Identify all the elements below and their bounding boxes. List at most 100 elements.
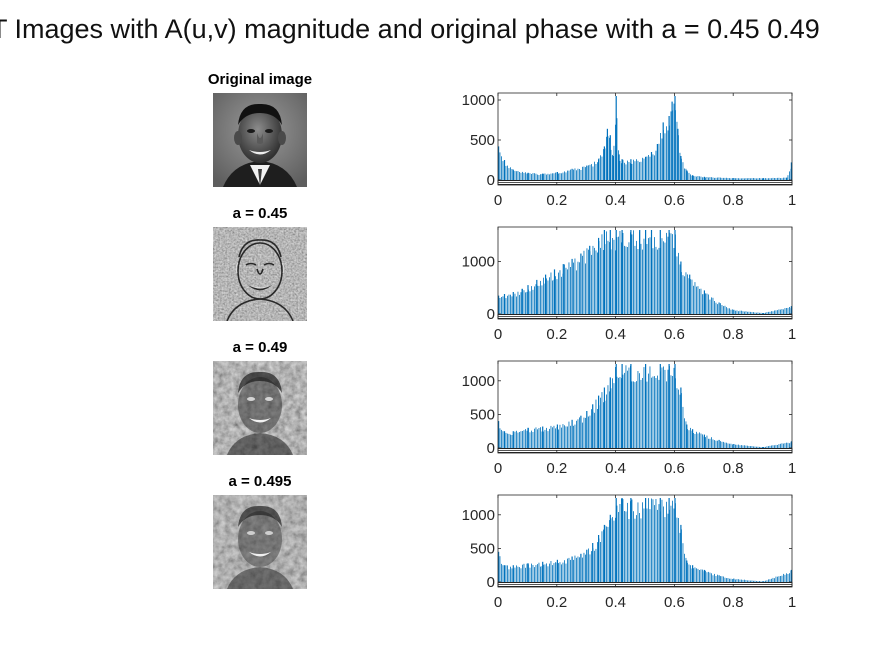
histogram-bar	[612, 156, 614, 180]
y-tick-label: 0	[487, 440, 495, 457]
histogram-bar-fill	[498, 230, 792, 314]
x-tick-label: 0.8	[723, 192, 744, 209]
x-tick-label: 0	[494, 192, 502, 209]
x-tick-label: 0.8	[723, 460, 744, 477]
y-tick-label: 500	[470, 406, 495, 423]
histogram-bar	[603, 146, 605, 180]
x-tick-label: 0.2	[546, 460, 567, 477]
histogram-bar-fill	[498, 103, 792, 180]
x-tick-label: 1	[788, 460, 796, 477]
histogram-bar	[545, 274, 547, 314]
histogram-original: 0 0.2 0.4 0.6 0.8 1 0 500 1000	[462, 92, 797, 209]
histogram-bar	[615, 498, 617, 582]
histogram-bar	[692, 565, 694, 582]
x-tick-label: 0.8	[723, 594, 744, 611]
histogram-bar	[703, 569, 705, 582]
face-photo-original-image	[213, 93, 307, 187]
y-tick-label: 1000	[462, 254, 495, 271]
histogram-bar	[703, 176, 705, 180]
axes-box	[497, 494, 793, 588]
histogram-bar	[630, 230, 632, 314]
histogram-bar	[615, 96, 617, 180]
histogram-bar	[556, 559, 558, 582]
histogram-bar	[606, 128, 608, 180]
x-tick-label: 0.2	[546, 326, 567, 343]
histogram-bar	[621, 230, 623, 314]
x-tick-label: 0.4	[605, 326, 626, 343]
x-tick-label: 1	[788, 192, 796, 209]
face-photo-original-icon	[213, 93, 307, 187]
histogram-bar	[556, 424, 558, 448]
histogram-bar	[762, 313, 764, 314]
x-tick-label: 0	[494, 460, 502, 477]
x-tick-label: 0.2	[546, 594, 567, 611]
histogram-bar	[618, 154, 620, 180]
histogram-a0495: 0 0.2 0.4 0.6 0.8 1 0 500 1000	[462, 494, 796, 611]
x-tick-label: 1	[788, 594, 796, 611]
y-tick-label: 0	[487, 306, 495, 323]
histogram-bar	[621, 498, 623, 582]
face-photo-a0495-image	[213, 495, 307, 589]
x-tick-label: 0.6	[664, 326, 685, 343]
histogram-bar	[556, 172, 558, 180]
face-photo-texture-icon	[213, 361, 307, 455]
panel-title-a045: a = 0.45	[232, 205, 288, 222]
x-tick-label: 0.6	[664, 192, 685, 209]
histogram-bar	[615, 230, 617, 314]
face-photo-a049-image	[213, 361, 307, 455]
histogram-bar	[692, 175, 694, 180]
y-tick-label: 0	[487, 172, 495, 189]
x-tick-label: 0.8	[723, 326, 744, 343]
histogram-bar	[686, 170, 688, 180]
y-tick-label: 500	[470, 540, 495, 557]
y-tick-label: 0	[487, 574, 495, 591]
histogram-bar	[609, 135, 611, 180]
histogram-bar	[680, 156, 682, 180]
histogram-bar	[621, 364, 623, 448]
panel-title-a0495: a = 0.495	[228, 473, 292, 490]
histogram-bar	[686, 424, 688, 448]
histogram-bar	[680, 261, 682, 314]
histogram-bar	[689, 274, 691, 314]
face-photo-a045-image	[213, 227, 307, 321]
histogram-bar	[790, 162, 792, 180]
histogram-bar	[686, 560, 688, 582]
histogram-bar	[603, 524, 605, 582]
x-tick-label: 0	[494, 326, 502, 343]
histogram-bar	[542, 173, 544, 180]
histogram-bar	[703, 290, 705, 314]
x-tick-label: 0.2	[546, 192, 567, 209]
axes-box	[497, 226, 793, 320]
histogram-bar	[553, 269, 556, 314]
histogram-bar	[609, 514, 611, 582]
histogram-bar	[621, 159, 623, 180]
histogram-bar	[542, 561, 544, 582]
face-photo-texture-icon	[213, 495, 307, 589]
histogram-a045: 0 0.2 0.4 0.6 0.8 1 0 1000	[462, 226, 796, 343]
histogram-bar-fill	[498, 498, 792, 582]
x-tick-label: 0.6	[664, 460, 685, 477]
histogram-bar	[609, 230, 611, 314]
histogram-bar	[677, 128, 679, 180]
histogram-bar	[609, 377, 611, 448]
histogram-bar	[536, 279, 538, 314]
face-photo-edge-enhanced-icon	[213, 227, 307, 321]
histogram-bar-fill	[498, 365, 792, 448]
histogram-bar	[630, 498, 632, 582]
histogram-bar	[680, 524, 682, 582]
x-tick-label: 1	[788, 326, 796, 343]
histogram-a049: 0 0.2 0.4 0.6 0.8 1 0 500 1000	[462, 360, 796, 477]
histogram-bar	[692, 429, 694, 448]
histogram-bar	[542, 426, 544, 448]
x-tick-label: 0.4	[605, 192, 626, 209]
histogram-bar	[703, 434, 705, 448]
histogram-bar	[762, 581, 764, 582]
panel-title-original: Original image	[207, 71, 313, 88]
y-tick-label: 1000	[462, 373, 495, 390]
x-tick-label: 0.6	[664, 594, 685, 611]
histogram-bar	[680, 387, 682, 448]
axes-box	[497, 360, 793, 454]
histogram-bar	[762, 178, 764, 180]
histogram-bar	[790, 441, 792, 448]
axes-box	[497, 92, 793, 186]
